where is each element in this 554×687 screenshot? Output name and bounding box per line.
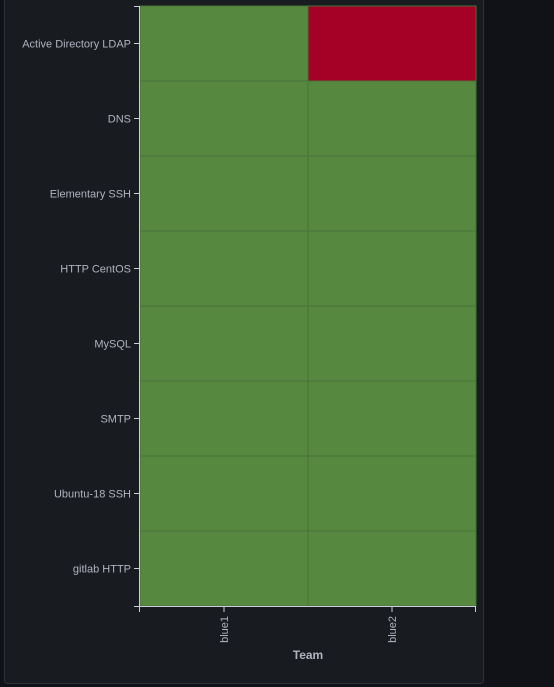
heatmap-cell [307, 455, 477, 532]
heatmap-cell [139, 455, 309, 532]
x-axis-title: Team [293, 648, 323, 662]
y-tick-label: Elementary SSH [50, 189, 131, 201]
y-axis: Active Directory LDAP DNS Elementary SSH HT… [22, 6, 140, 607]
heatmap-cell [139, 155, 309, 232]
heatmap-cell [307, 380, 477, 457]
heatmap-cell [139, 80, 309, 157]
heatmap-cell [307, 530, 477, 607]
y-tick-label: SMTP [100, 414, 131, 426]
y-tick-label: Active Directory LDAP [22, 39, 131, 51]
heatmap-cell [139, 380, 309, 457]
heatmap-cell [307, 80, 477, 157]
y-tick-label: DNS [108, 114, 131, 126]
x-tick-label: blue1 [219, 616, 231, 643]
heatmap-cell [139, 305, 309, 382]
heatmap-cell [307, 305, 477, 382]
heatmap-cell [307, 230, 477, 307]
x-tick-label: blue2 [387, 616, 399, 643]
heatmap-cell [307, 155, 477, 232]
heatmap-cells [139, 5, 477, 607]
y-tick-label: HTTP CentOS [60, 264, 131, 276]
heatmap-cell [139, 530, 309, 607]
heatmap-cell [139, 230, 309, 307]
x-axis: blue1 blue2 [134, 606, 476, 643]
heatmap-cell [307, 5, 477, 82]
y-tick-label: gitlab HTTP [73, 564, 131, 576]
heatmap-cell [139, 5, 309, 82]
right-gutter [486, 0, 554, 687]
y-tick-label: MySQL [94, 339, 131, 351]
y-tick-label: Ubuntu-18 SSH [54, 489, 131, 501]
